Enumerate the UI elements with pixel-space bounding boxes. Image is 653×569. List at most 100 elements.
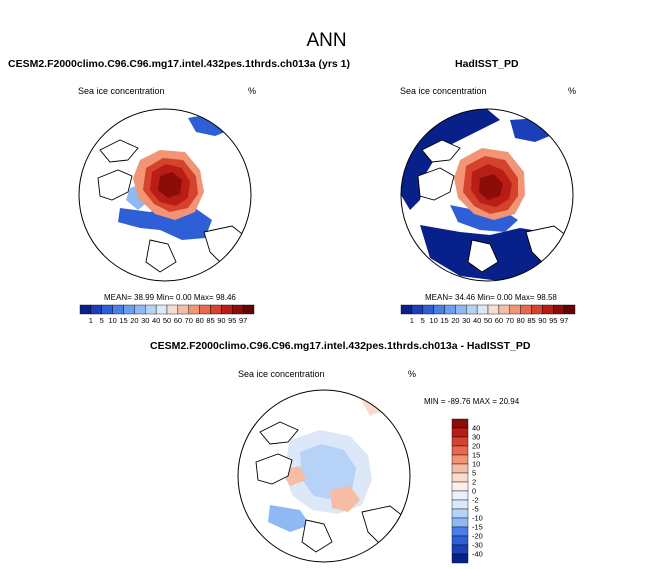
model-colorbar-tick-label: 85	[206, 316, 214, 325]
model-stats: MEAN= 38.99 Min= 0.00 Max= 98.46	[104, 293, 236, 302]
obs-polar-map	[400, 108, 574, 282]
model-colorbar-tick-label: 10	[108, 316, 116, 325]
model-land-siberia	[145, 239, 177, 273]
model-colorbar-swatch	[232, 304, 244, 315]
obs-colorbar-swatch	[455, 304, 467, 315]
diff-stats: MIN = -89.76 MAX = 20.94	[424, 397, 520, 406]
obs-colorbar-tick-label: 20	[451, 316, 459, 325]
diff-colorbar-tick-label: -5	[472, 505, 479, 514]
obs-colorbar-tick-label: 30	[462, 316, 470, 325]
obs-colorbar-swatch	[433, 304, 445, 315]
obs-colorbar-tick-label: 95	[549, 316, 557, 325]
model-pack-core	[158, 172, 182, 198]
diff-colorbar-swatch	[451, 472, 469, 483]
diff-colorbar-tick-label: 2	[472, 478, 476, 487]
obs-stats: MEAN= 34.46 Min= 0.00 Max= 98.58	[425, 293, 557, 302]
obs-land-greenland	[417, 167, 455, 201]
diff-colorbar-tick-label: -40	[472, 550, 483, 559]
diff-colorbar-swatch	[451, 454, 469, 465]
model-colorbar-swatch	[242, 304, 255, 315]
model-colorbar-swatch	[166, 304, 179, 315]
diff-colorbar-swatch	[451, 544, 469, 555]
diff-colorbar-tick-label: -2	[472, 496, 479, 505]
figure-title: ANN	[306, 30, 347, 51]
model-colorbar-tick-label: 40	[152, 316, 160, 325]
diff-units: %	[408, 369, 417, 379]
diff-map-boundary	[237, 389, 411, 563]
obs-colorbar-swatch	[509, 304, 521, 315]
diff-colorbar-tick-label: 5	[472, 469, 476, 478]
model-land-greenland	[97, 169, 133, 201]
obs-colorbar-tick-label: 70	[506, 316, 514, 325]
model-colorbar-tick-label: 90	[217, 316, 225, 325]
model-colorbar-swatch	[79, 304, 92, 315]
model-colorbar-tick-label: 5	[100, 316, 104, 325]
obs-colorbar-swatch	[542, 304, 554, 315]
obs-colorbar-tick-label: 60	[495, 316, 503, 325]
model-colorbar-swatch	[155, 304, 168, 315]
model-colorbar-swatch	[145, 304, 157, 315]
model-land-canada	[99, 139, 139, 163]
model-field-label: Sea ice concentration	[78, 86, 165, 96]
model-colorbar-tick-label: 70	[185, 316, 193, 325]
diff-labrador-negative	[268, 505, 310, 532]
diff-colorbar-swatch	[451, 508, 469, 519]
diff-colorbar-swatch	[451, 490, 469, 501]
obs-panel-title: HadISST_PD	[455, 58, 519, 70]
diff-colorbar-swatch	[451, 535, 469, 546]
diff-colorbar-swatch	[451, 517, 469, 528]
model-colorbar-tick-label: 15	[119, 316, 127, 325]
obs-colorbar-tick-label: 15	[440, 316, 448, 325]
obs-colorbar-swatch	[531, 304, 543, 315]
diff-colorbar-tick-label: 30	[472, 433, 480, 442]
diff-colorbar-tick-label: -30	[472, 541, 483, 550]
model-colorbar-swatch	[112, 304, 124, 315]
obs-units: %	[568, 86, 577, 96]
diff-land-canada	[259, 421, 299, 445]
diff-polar-map	[237, 389, 411, 563]
obs-map-boundary	[400, 108, 574, 282]
model-colorbar-swatch	[90, 304, 102, 315]
diff-colorbar-tick-label: 15	[472, 451, 480, 460]
model-colorbar-tick-label: 50	[163, 316, 171, 325]
diff-land-siberia	[301, 519, 333, 553]
obs-colorbar-tick-label: 40	[473, 316, 481, 325]
obs-colorbar-swatch	[476, 304, 489, 315]
model-polar-map	[78, 108, 252, 282]
obs-colorbar-tick-label: 97	[560, 316, 568, 325]
diff-colorbar-swatch	[451, 481, 469, 492]
diff-barents-positive	[330, 486, 360, 512]
diff-land-greenland	[255, 453, 293, 485]
diff-colorbar-swatch	[451, 436, 469, 447]
model-units: %	[248, 86, 257, 96]
obs-land-siberia	[467, 239, 499, 273]
diff-colorbar-tick-label: 20	[472, 442, 480, 451]
obs-colorbar-swatch	[422, 304, 434, 315]
diff-colorbar-tick-label: 0	[472, 487, 476, 496]
diff-colorbar-swatch	[451, 526, 469, 537]
diff-colorbar-swatch	[451, 427, 469, 438]
model-colorbar-swatch	[101, 304, 113, 315]
diff-colorbar-tick-label: -20	[472, 532, 483, 541]
obs-colorbar-swatch	[563, 304, 576, 315]
obs-colorbar: 1 5 10 15 20 30 40 50 60 70 80 85 90 95 97	[400, 304, 576, 325]
obs-colorbar-swatch	[487, 304, 500, 315]
obs-colorbar-tick-label: 1	[410, 316, 414, 325]
diff-colorbar-swatch	[451, 445, 469, 456]
model-colorbar-swatch	[123, 304, 135, 315]
model-colorbar-tick-label: 97	[239, 316, 247, 325]
obs-field-label: Sea ice concentration	[400, 86, 487, 96]
diff-panel-title: CESM2.F2000climo.C96.C96.mg17.intel.432p…	[150, 340, 531, 352]
obs-colorbar-tick-label: 90	[538, 316, 546, 325]
obs-colorbar-swatch	[444, 304, 456, 315]
model-colorbar-tick-label: 80	[195, 316, 203, 325]
diff-colorbar-swatch	[451, 463, 469, 474]
model-colorbar-swatch	[134, 304, 146, 315]
diff-colorbar-tick-label: -15	[472, 523, 483, 532]
model-colorbar-tick-label: 60	[174, 316, 182, 325]
diff-colorbar-tick-label: 10	[472, 460, 480, 469]
diff-colorbar-tick-label: 40	[472, 424, 480, 433]
diff-colorbar-swatch	[451, 553, 469, 564]
